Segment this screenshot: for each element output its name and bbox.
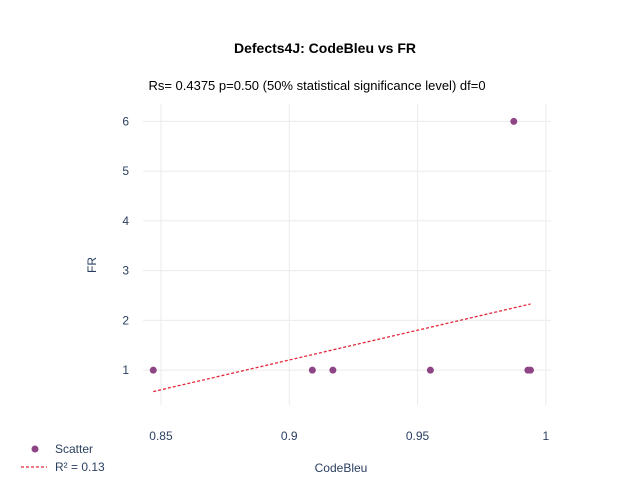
scatter-point[interactable] (308, 366, 316, 374)
scatter-point[interactable] (526, 366, 534, 374)
x-axis-ticks: 0.85 0.9 0.95 1 (149, 429, 549, 443)
scatter-points[interactable] (149, 117, 534, 374)
chart-subtitle: Rs= 0.4375 p=0.50 (50% statistical signi… (148, 78, 485, 93)
grid-lines (143, 104, 551, 405)
legend-marker-swatch (31, 445, 39, 453)
scatter-point[interactable] (510, 117, 518, 125)
y-axis-title: FR (85, 257, 99, 273)
legend[interactable]: Scatter R² = 0.13 (21, 442, 105, 474)
y-tick-label: 1 (122, 363, 129, 377)
y-axis-ticks: 1 2 3 4 5 6 (122, 114, 129, 377)
x-axis-title: CodeBleu (315, 461, 368, 475)
scatter-point[interactable] (149, 366, 157, 374)
x-tick-label: 1 (543, 429, 550, 443)
legend-label[interactable]: Scatter (55, 442, 93, 456)
scatter-point[interactable] (329, 366, 337, 374)
x-tick-label: 0.9 (281, 429, 298, 443)
scatter-point[interactable] (426, 366, 434, 374)
y-tick-label: 2 (122, 313, 129, 327)
y-tick-label: 3 (122, 264, 129, 278)
chart-title: Defects4J: CodeBleu vs FR (234, 40, 416, 56)
x-tick-label: 0.95 (406, 429, 430, 443)
regression-line (153, 303, 531, 393)
y-tick-label: 4 (122, 214, 129, 228)
legend-label[interactable]: R² = 0.13 (55, 460, 105, 474)
y-tick-label: 5 (122, 164, 129, 178)
y-tick-label: 6 (122, 114, 129, 128)
x-tick-label: 0.85 (149, 429, 173, 443)
trend-lines (153, 303, 531, 393)
